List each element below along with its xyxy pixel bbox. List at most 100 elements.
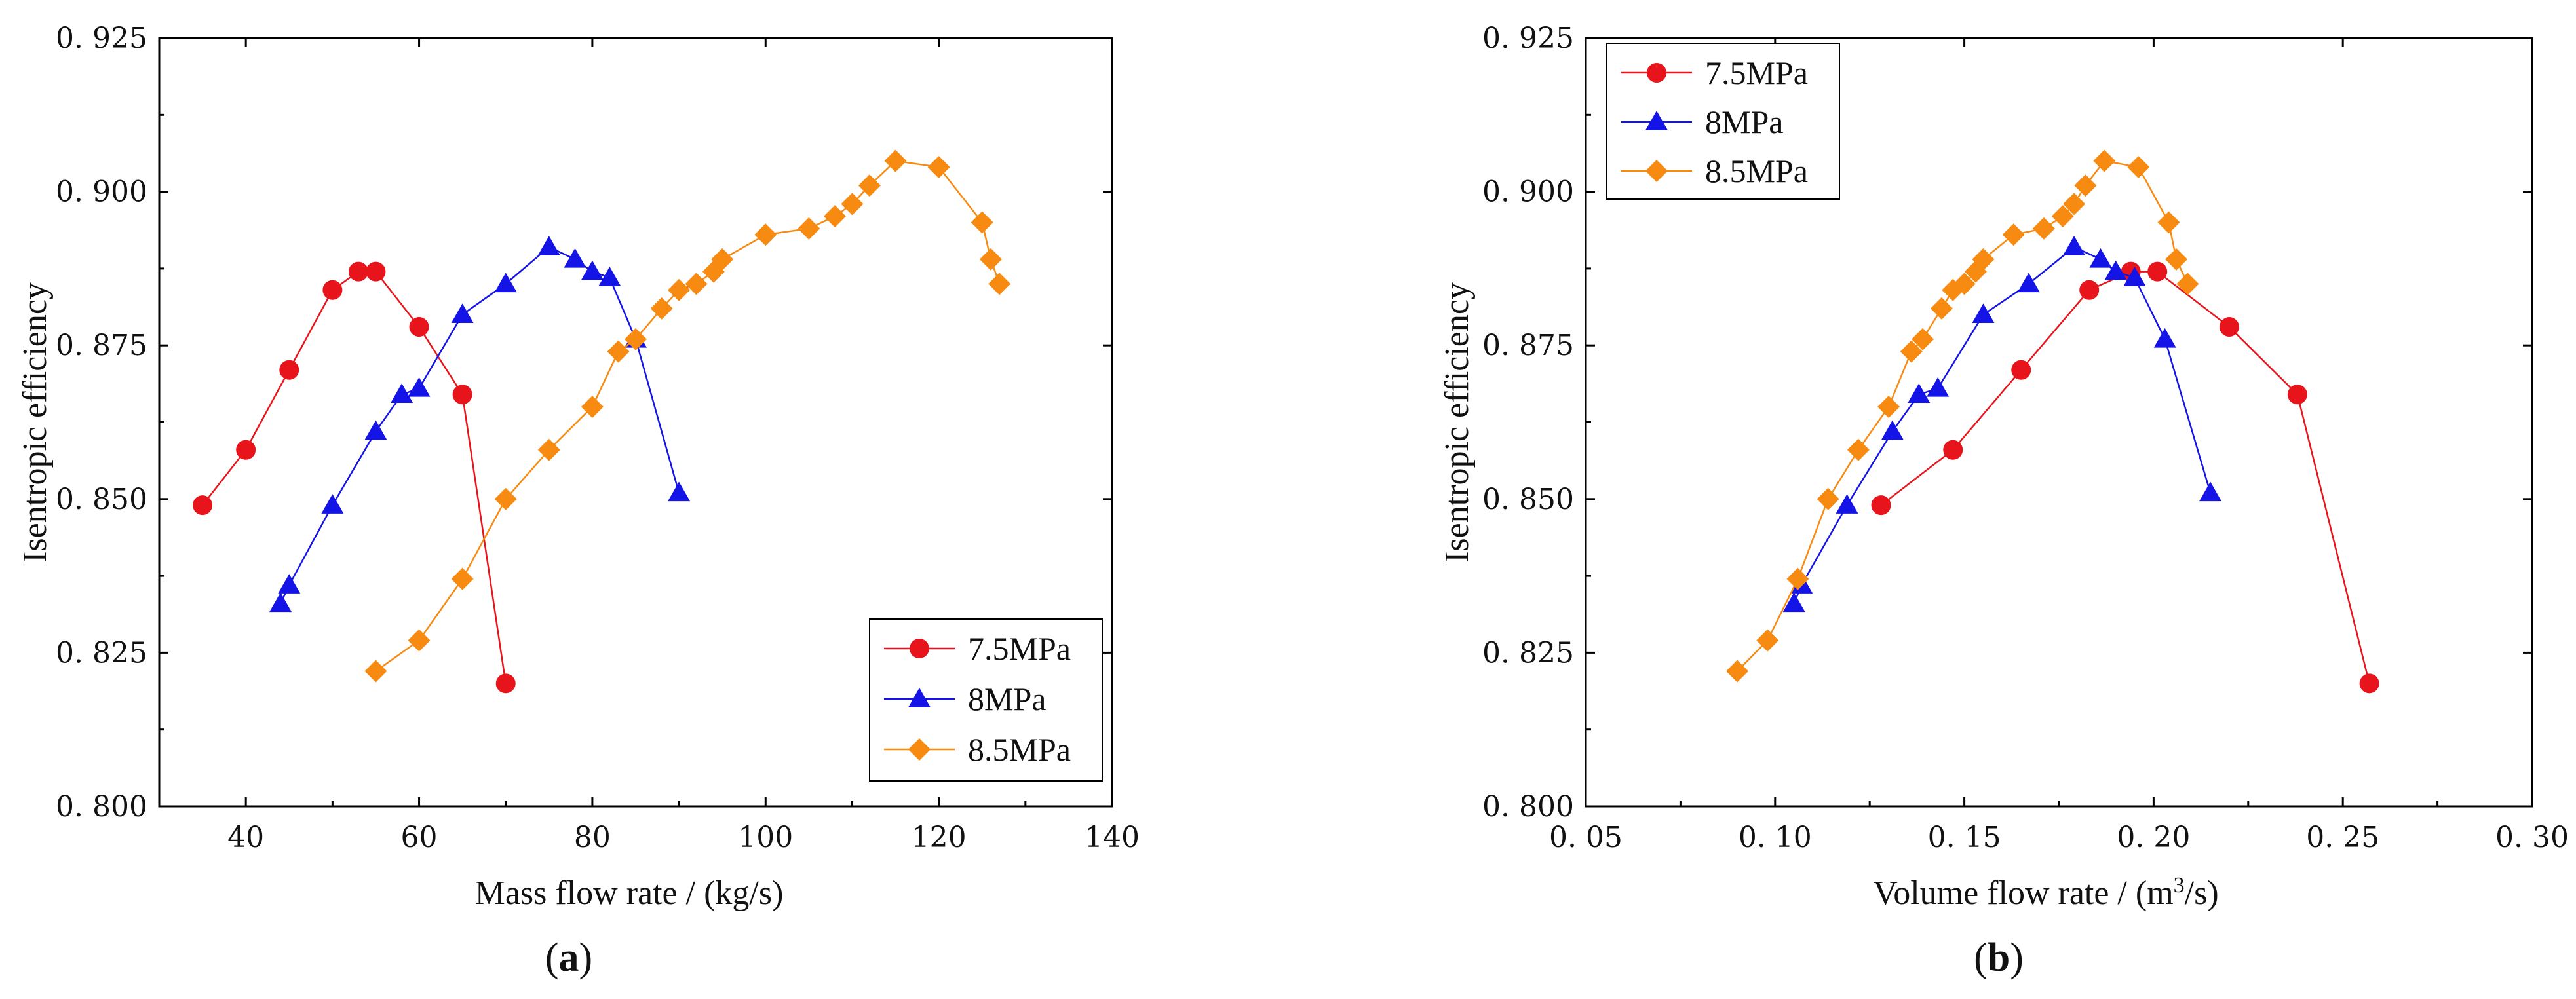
series-line-b-0 — [1880, 271, 2370, 684]
legend-marker-a-2 — [908, 738, 931, 761]
data-point-b-1 — [1836, 494, 1858, 514]
data-point-b-2 — [1912, 328, 1934, 350]
y-tick-label-b: 0. 800 — [1482, 790, 1574, 823]
data-point-b-2 — [2165, 248, 2188, 271]
legend-a: 7.5MPa 8MPa 8.5MPa — [869, 618, 1103, 782]
x-tick-label-a: 40 — [227, 821, 264, 854]
data-point-a-2 — [841, 193, 864, 216]
x-tick-label-a: 100 — [738, 821, 793, 854]
series-line-a-0 — [202, 271, 507, 684]
data-point-a-1 — [537, 236, 560, 255]
data-point-b-0 — [2287, 385, 2307, 405]
data-point-a-0 — [495, 673, 516, 694]
data-point-b-2 — [2157, 211, 2180, 234]
data-point-a-2 — [884, 149, 907, 172]
legend-label-a-2: 8.5MPa — [968, 731, 1071, 768]
legend-marker-a-0 — [910, 639, 929, 658]
x-tick-label-a: 60 — [401, 821, 438, 854]
panel-label-a: (a) — [545, 935, 592, 980]
data-point-a-1 — [564, 248, 586, 268]
data-point-a-1 — [364, 420, 387, 440]
data-point-a-2 — [581, 396, 604, 419]
series-line-b-2 — [1737, 160, 2189, 672]
data-point-b-1 — [2104, 260, 2127, 280]
data-point-b-1 — [2199, 481, 2222, 502]
data-point-b-2 — [2063, 193, 2086, 216]
legend-marker-b-2 — [1645, 160, 1668, 182]
y-tick-label-b: 0. 925 — [1482, 22, 1574, 55]
x-tick-label-a: 120 — [912, 821, 967, 854]
panel-label-b-close: ) — [2010, 935, 2024, 980]
x-axis-title-b: Volume flow rate / (m3/s) — [1873, 873, 2218, 913]
x-tick-label-b: 0. 20 — [2117, 821, 2190, 854]
x-axis-title-b-end: /s) — [2185, 875, 2219, 912]
y-tick-label-a: 0. 875 — [56, 329, 147, 362]
series-line-a-1 — [279, 246, 680, 604]
x-tick-label-b: 0. 05 — [1549, 821, 1623, 854]
data-point-b-2 — [1726, 660, 1749, 683]
x-tick-label-b: 0. 30 — [2495, 821, 2569, 854]
data-point-a-2 — [754, 223, 777, 246]
data-point-b-1 — [2123, 266, 2146, 286]
data-point-b-1 — [1927, 377, 1950, 397]
data-point-a-1 — [391, 383, 413, 404]
data-point-b-2 — [1756, 629, 1779, 652]
data-point-a-1 — [408, 377, 431, 397]
panel-label-a-letter: a — [559, 935, 579, 980]
data-point-a-0 — [409, 317, 429, 337]
data-point-a-2 — [979, 248, 1002, 271]
y-tick-label-b: 0. 825 — [1482, 636, 1574, 669]
data-point-b-2 — [2093, 149, 2116, 172]
y-tick-label-a: 0. 825 — [56, 636, 147, 669]
data-point-a-0 — [279, 360, 299, 380]
legend-label-b-1: 8MPa — [1705, 104, 1783, 140]
panel-label-a-open: ( — [545, 935, 559, 980]
x-tick-label-b: 0. 10 — [1739, 821, 1812, 854]
y-tick-label-b: 0. 850 — [1482, 483, 1574, 516]
data-point-a-0 — [366, 261, 386, 282]
data-point-a-1 — [321, 494, 344, 514]
data-point-b-1 — [1908, 383, 1931, 404]
legend-label-b-0: 7.5MPa — [1705, 54, 1808, 91]
data-point-a-2 — [451, 567, 474, 590]
data-point-a-1 — [451, 303, 474, 324]
y-tick-label-b: 0. 875 — [1482, 329, 1574, 362]
data-point-b-2 — [2176, 273, 2199, 295]
data-point-a-2 — [971, 211, 993, 234]
data-point-b-0 — [1871, 495, 1891, 516]
legend-b: 7.5MPa 8MPa 8.5MPa — [1606, 43, 1840, 200]
data-point-b-2 — [2051, 205, 2074, 228]
data-point-a-2 — [607, 340, 630, 363]
chart-panel-a: 0. 800 0. 825 0. 850 0. 875 0. 900 0. 925 40 6… — [16, 22, 1140, 980]
data-point-b-2 — [2032, 217, 2055, 240]
chart-panel-b: 0. 800 0. 825 0. 850 0. 875 0. 900 0. 925 0. … — [1438, 22, 2569, 980]
data-point-a-2 — [494, 487, 517, 510]
data-point-b-2 — [1847, 438, 1870, 461]
data-point-a-2 — [364, 660, 387, 683]
legend-label-a-0: 7.5MPa — [968, 630, 1071, 667]
data-point-a-1 — [278, 574, 301, 594]
y-tick-label-b: 0. 900 — [1482, 176, 1574, 209]
data-point-a-1 — [269, 592, 292, 613]
data-point-a-2 — [408, 629, 431, 652]
data-point-b-2 — [1972, 248, 1995, 271]
data-point-a-0 — [236, 440, 256, 460]
data-point-a-2 — [798, 217, 820, 240]
data-point-a-0 — [349, 261, 369, 282]
data-point-b-0 — [2079, 280, 2100, 300]
data-point-a-2 — [824, 205, 847, 228]
data-point-a-1 — [581, 260, 604, 280]
data-point-a-2 — [927, 156, 950, 179]
data-point-a-0 — [193, 495, 213, 516]
data-point-a-2 — [625, 328, 647, 350]
data-point-b-1 — [2089, 248, 2112, 268]
legend-box-a — [869, 618, 1103, 782]
data-point-a-2 — [668, 278, 691, 301]
data-point-b-1 — [1881, 420, 1904, 440]
data-point-a-1 — [494, 273, 517, 293]
y-tick-label-a: 0. 925 — [56, 22, 147, 55]
data-point-b-2 — [1900, 340, 1923, 363]
y-tick-label-a: 0. 800 — [56, 790, 147, 823]
x-tick-label-a: 140 — [1085, 821, 1140, 854]
data-point-a-2 — [988, 273, 1011, 295]
